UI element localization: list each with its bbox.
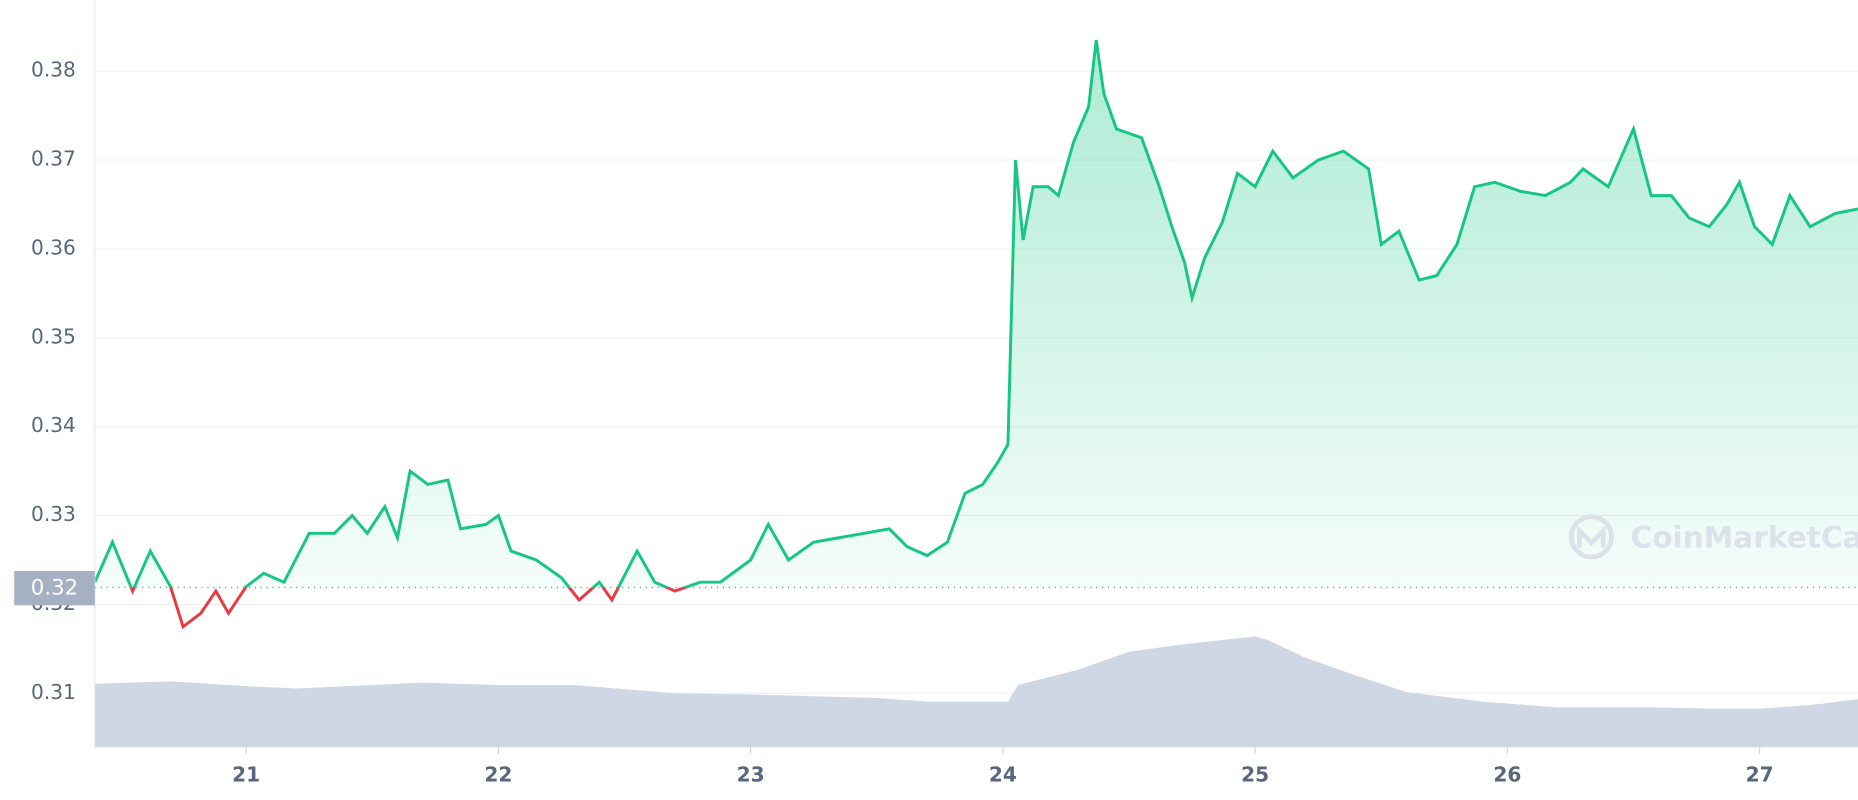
x-tick-label: 25 [1241, 763, 1269, 787]
x-tick-label: 23 [737, 763, 765, 787]
x-tick-label: 26 [1493, 763, 1521, 787]
x-tick-label: 24 [989, 763, 1017, 787]
y-tick-label: 0.31 [31, 680, 76, 704]
price-line-up [94, 39, 1858, 588]
price-area [94, 40, 1858, 588]
y-tick-label: 0.37 [31, 147, 76, 171]
y-tick-label: 0.33 [31, 502, 76, 526]
baseline-label: 0.32 [31, 576, 78, 601]
y-tick-label: 0.38 [31, 58, 76, 82]
volume-area [94, 636, 1858, 747]
watermark: CoinMarketCap [1568, 514, 1858, 560]
y-tick-label: 0.36 [31, 235, 76, 259]
x-tick-label: 21 [232, 763, 260, 787]
y-tick-label: 0.34 [31, 413, 76, 437]
baseline-badge [14, 570, 95, 606]
x-tick-label: 27 [1746, 763, 1774, 787]
y-tick-label: 0.35 [31, 324, 76, 348]
watermark-text: CoinMarketCap [1630, 521, 1858, 555]
x-tick-label: 22 [484, 763, 512, 787]
